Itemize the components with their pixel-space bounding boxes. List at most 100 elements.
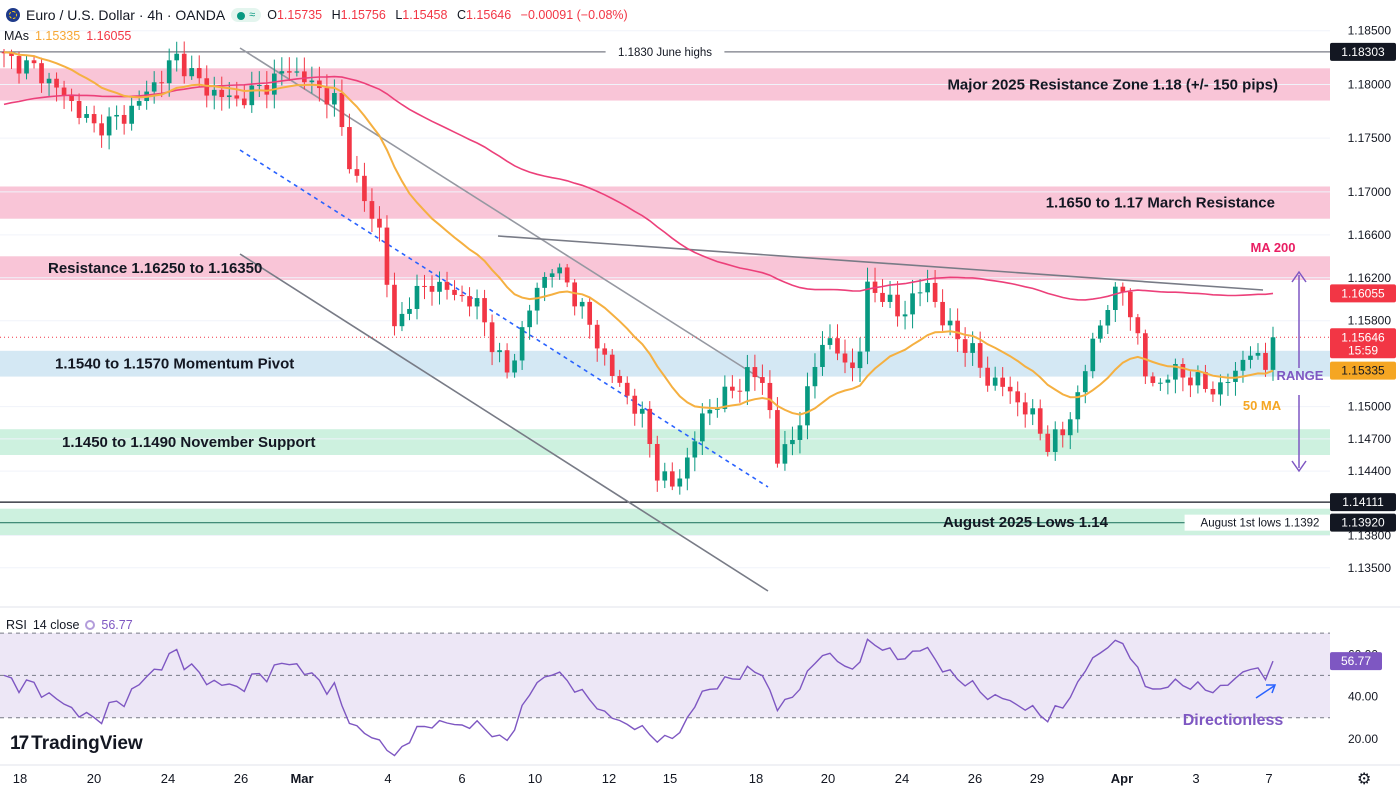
price-tick-label: 1.15800 [1348, 314, 1392, 328]
time-tick-label: 20 [821, 771, 835, 786]
gear-icon[interactable]: ⚙ [1357, 771, 1372, 788]
candle-body [459, 294, 465, 297]
price-tick-label: 1.13500 [1348, 561, 1392, 575]
candle-body [174, 53, 180, 61]
candle-body [1188, 377, 1193, 386]
candle-body [474, 298, 480, 307]
candle-body [902, 314, 908, 317]
candle-body [1218, 382, 1223, 395]
candle-body [925, 282, 930, 293]
time-axis: 18 20 24 26 Mar 4 6 10 12 15 18 20 24 26 29 Apr 3 7 [0, 764, 1400, 786]
price-tick-label: 1.14700 [1348, 432, 1392, 446]
candle-body [812, 366, 818, 387]
candle-body [797, 425, 803, 440]
zone-label: 1.1450 to 1.1490 November Support [62, 434, 315, 451]
candle-body [1180, 364, 1186, 378]
close-value: 1.15646 [465, 8, 512, 22]
candle-body [114, 114, 119, 117]
price-tick-label: 1.16200 [1348, 271, 1392, 285]
price-tick-label: 1.16600 [1348, 228, 1392, 242]
candle-body [1173, 364, 1178, 380]
candle-body [136, 101, 142, 106]
status-dot-icon [237, 12, 246, 20]
candle-body [684, 457, 690, 479]
price-tick-label: 1.18500 [1348, 24, 1392, 38]
candle-body [1158, 382, 1163, 384]
price-label-text: 1.16055 [1341, 286, 1385, 300]
candle-body [76, 100, 82, 118]
rsi-tick-label: 20.00 [1348, 732, 1378, 746]
candle-body [519, 327, 525, 361]
time-tick-label: 10 [528, 771, 542, 786]
time-tick-label: 4 [384, 771, 391, 786]
candle-body [977, 343, 983, 368]
rsi-line [3, 638, 1274, 757]
time-tick-label: 24 [161, 771, 175, 786]
price-label-text: 1.14111 [1342, 495, 1384, 509]
time-tick-label: 26 [968, 771, 982, 786]
candle-body [1112, 286, 1118, 311]
ma-legend-label: MAs [4, 29, 29, 43]
rsi-value-text: 56.77 [1341, 654, 1371, 668]
price-label-tag [1330, 284, 1396, 303]
candle-body [805, 386, 810, 426]
rsi-arrow [1255, 685, 1275, 699]
eur-flag-icon [6, 8, 20, 22]
price-tick-label: 1.18000 [1348, 77, 1392, 91]
candle-body [437, 281, 442, 292]
candle-body [557, 267, 562, 274]
candle-body [1052, 429, 1058, 452]
candle-body [692, 441, 698, 458]
ma50-line [3, 51, 1274, 416]
candle-body [669, 471, 675, 487]
zone-label: 1.1650 to 1.17 March Resistance [1046, 195, 1275, 212]
high-label: H [331, 8, 341, 22]
ohlc-readout: O1.15735 H1.15756 L1.15458 C1.15646 −0.0… [267, 8, 627, 22]
candle-body [1075, 392, 1081, 420]
time-tick-label: 20 [87, 771, 101, 786]
price-label-tag [1330, 513, 1396, 532]
candle-body [955, 320, 960, 340]
candle-body [827, 338, 833, 345]
candle-body [609, 354, 615, 376]
zone-label: 1.1540 to 1.1570 Momentum Pivot [55, 356, 294, 373]
candle-body [196, 68, 202, 79]
candle-body [1007, 386, 1013, 392]
zone-band [0, 350, 1330, 377]
price-label-tag [1330, 42, 1396, 61]
moving-averages-layer [3, 51, 1274, 416]
candle-body [1090, 338, 1096, 372]
ma-legend[interactable]: MAs 1.15335 1.16055 [4, 29, 131, 43]
zone-band [0, 256, 1330, 280]
rsi-legend[interactable]: RSI 14 close 56.77 [6, 618, 133, 632]
candle-body [940, 301, 945, 326]
price-label-text: 1.18303 [1341, 45, 1385, 59]
candle-body [384, 227, 390, 285]
candle-body [121, 114, 127, 124]
candle-body [407, 308, 412, 314]
candle-body [99, 123, 104, 136]
market-status-badge[interactable]: ≈ [231, 8, 262, 22]
close-label: C [456, 8, 466, 22]
trendlines-layer [0, 47, 1330, 592]
symbol-title[interactable]: Euro / U.S. Dollar · 4h · OANDA [26, 7, 226, 23]
candle-body [767, 382, 773, 411]
price-axis-bg [1330, 0, 1400, 765]
time-tick-label: 15 [663, 771, 677, 786]
rsi-ring-icon [85, 620, 96, 630]
time-tick-label: 26 [234, 771, 248, 786]
time-tick-label: 24 [895, 771, 909, 786]
candle-body [309, 80, 315, 83]
time-tick-label: 18 [13, 771, 27, 786]
candle-body [287, 71, 292, 73]
zone-label: Major 2025 Resistance Zone 1.18 (+/- 150… [947, 76, 1278, 93]
candle-body [745, 367, 750, 392]
ma50-value: 1.15335 [35, 29, 81, 43]
candle-body [790, 439, 795, 445]
candle-body [377, 218, 382, 228]
candle-body [572, 282, 578, 307]
price-label-tag [1330, 493, 1396, 512]
price-label-tag [1330, 361, 1396, 380]
tradingview-logo[interactable]: 17 TradingView [10, 733, 143, 755]
